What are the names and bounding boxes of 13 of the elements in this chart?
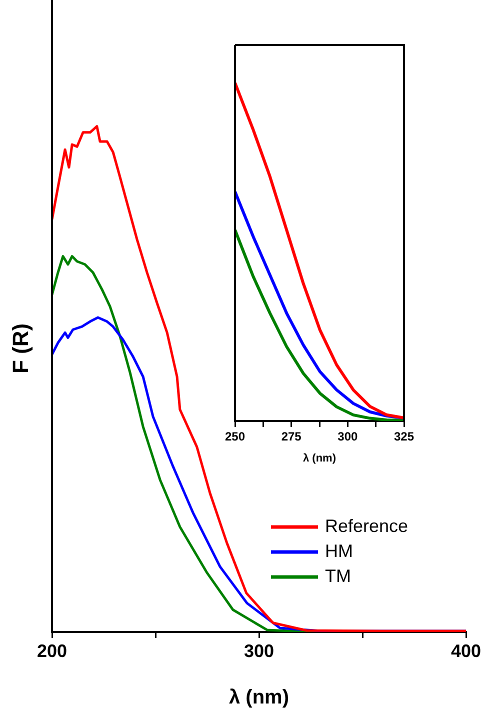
- legend-label: TM: [325, 566, 351, 586]
- x-tick-label: 300: [244, 640, 274, 661]
- x-axis-title: λ (nm): [303, 452, 336, 464]
- x-tick-label: 325: [394, 430, 414, 444]
- x-tick-label: 250: [224, 430, 246, 444]
- legend-label: Reference: [325, 516, 408, 536]
- x-axis-title: λ (nm): [229, 686, 289, 709]
- legend-label: HM: [325, 540, 353, 561]
- x-tick-label: 300: [338, 430, 358, 444]
- y-axis-title: F (R): [8, 323, 34, 374]
- x-tick-label: 400: [450, 640, 482, 661]
- x-tick-label: 200: [36, 640, 68, 661]
- x-tick-label: 275: [281, 430, 302, 444]
